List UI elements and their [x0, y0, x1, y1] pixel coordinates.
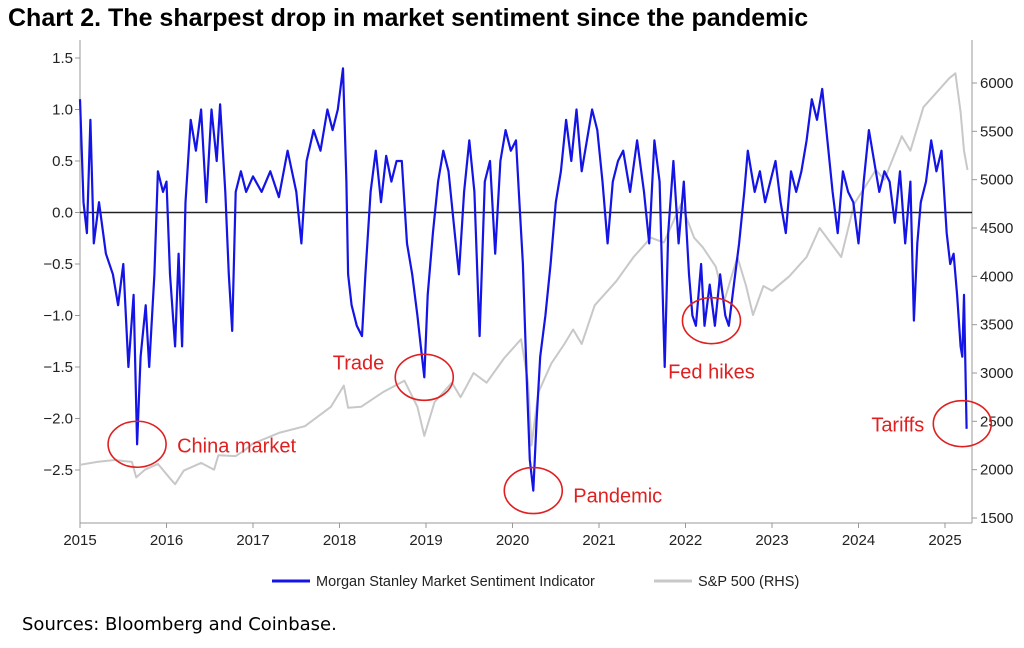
- x-tick-label: 2017: [236, 532, 269, 549]
- annotation-circle: [394, 353, 455, 402]
- y-right-tick-label: 5000: [980, 172, 1013, 189]
- y-right-tick-label: 3000: [980, 365, 1013, 382]
- annotations-layer: China market Trade Pandemic Fed hikes Tariff…: [107, 296, 993, 515]
- annotation-label: Tariffs: [871, 415, 924, 437]
- y-right-tick-label: 4500: [980, 220, 1013, 237]
- legend-label-sentiment: Morgan Stanley Market Sentiment Indicato…: [316, 574, 595, 590]
- x-tick-label: 2018: [323, 532, 356, 549]
- y-left-tick-label: 0.5: [52, 153, 73, 170]
- y-left-tick-label: −2.0: [43, 411, 73, 428]
- chart-title: Chart 2. The sharpest drop in market sen…: [8, 4, 809, 32]
- sentiment-line: [78, 67, 968, 492]
- x-tick-label: 2016: [150, 532, 183, 549]
- y-left-tick-label: −1.5: [43, 359, 73, 376]
- y-left-tick-label: 0.0: [52, 205, 73, 222]
- series-layer: [78, 67, 972, 492]
- y-right-tick-label: 2000: [980, 462, 1013, 479]
- annotation-circle: [503, 466, 564, 515]
- annotation-circle: [932, 399, 993, 448]
- annotation-label: Fed hikes: [668, 362, 755, 384]
- x-tick-label: 2024: [842, 532, 875, 549]
- legend-label-sp500: S&P 500 (RHS): [698, 574, 799, 590]
- source-note: Sources: Bloomberg and Coinbase.: [22, 614, 337, 635]
- x-tick-label: 2025: [928, 532, 961, 549]
- y-right-tick-label: 5500: [980, 123, 1013, 140]
- legend: Morgan Stanley Market Sentiment Indicato…: [272, 574, 799, 590]
- y-left-tick-label: −2.5: [43, 462, 73, 479]
- axes-layer: 1.5 1.0 0.5 0.0 −0.5 −1.0 −1.5 −2.0 −2.5 6000 5500…: [43, 40, 1013, 549]
- x-tick-label: 2023: [755, 532, 788, 549]
- y-right-tick-label: 6000: [980, 75, 1013, 92]
- x-tick-label: 2022: [669, 532, 702, 549]
- annotation-label: China market: [177, 435, 296, 457]
- y-right-tick-label: 4000: [980, 268, 1013, 285]
- x-tick-label: 2015: [63, 532, 96, 549]
- y-left-tick-label: 1.5: [52, 50, 73, 67]
- y-right-tick-label: 1500: [980, 510, 1013, 527]
- y-left-tick-label: −0.5: [43, 256, 73, 273]
- annotation-label: Trade: [333, 352, 385, 374]
- x-tick-label: 2021: [582, 532, 615, 549]
- annotation-circle: [681, 296, 742, 345]
- annotation-label: Pandemic: [573, 486, 662, 508]
- annotation-circle: [107, 420, 167, 469]
- y-left-tick-label: −1.0: [43, 308, 73, 325]
- x-tick-label: 2019: [409, 532, 442, 549]
- y-left-tick-label: 1.0: [52, 102, 73, 119]
- y-right-tick-label: 2500: [980, 413, 1013, 430]
- y-right-tick-label: 3500: [980, 317, 1013, 334]
- x-tick-label: 2020: [496, 532, 529, 549]
